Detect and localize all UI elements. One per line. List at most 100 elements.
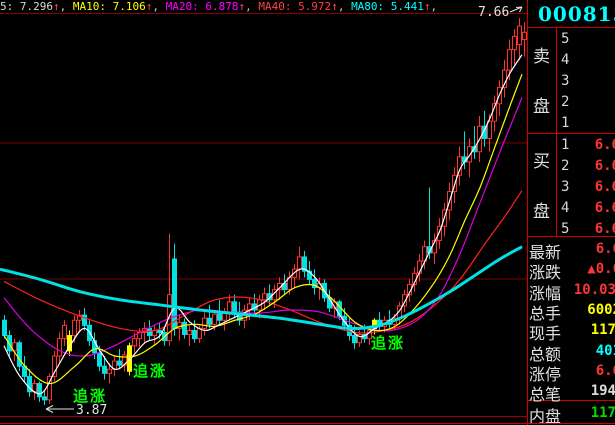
ma40-line: [3, 190, 523, 334]
candle-body: [27, 375, 32, 393]
candle-body: [77, 314, 82, 321]
sell-level-2: 2: [561, 94, 570, 110]
high-price-annotation: 7.66: [478, 5, 510, 20]
sell-pan-label: 卖: [533, 47, 550, 66]
up-arrow-icon: ↑: [145, 0, 153, 13]
divider: [528, 236, 615, 237]
candle-body: [62, 324, 67, 340]
buy-price-1: 6.6: [594, 137, 615, 153]
screen-bottom-border: [0, 423, 615, 424]
candle-body: [2, 319, 7, 337]
buy-level-2: 2: [561, 158, 570, 174]
current-volume-value: 117: [590, 322, 615, 338]
candle-body: [132, 338, 137, 347]
candle-body: [262, 293, 267, 301]
stat-row-total-amount: 总额 401: [528, 340, 615, 364]
stock-code[interactable]: 000815: [538, 2, 615, 26]
divider: [528, 133, 615, 134]
total-trades-value: 194: [590, 383, 615, 399]
candle-body: [17, 342, 22, 367]
candle-body: [232, 301, 237, 313]
divider: [528, 27, 615, 28]
ma5-readout: 5: 7.296: [0, 0, 53, 13]
candle-body: [297, 256, 302, 270]
stat-row-change: 涨跌 ▲0.6: [528, 258, 615, 282]
candle-body: [12, 342, 17, 352]
sell-level-4: 4: [561, 52, 570, 68]
candle-body: [467, 146, 472, 163]
stat-row-total-volume: 总手 6002: [528, 299, 615, 323]
candle-body: [52, 355, 57, 377]
chase-rise-signal-label: 追涨: [371, 335, 406, 352]
candle-body: [42, 396, 47, 401]
sell-level-3: 3: [561, 73, 570, 89]
orderbook-divider: [556, 27, 557, 236]
buy-level-4: 4: [561, 200, 570, 216]
ma10-readout: MA10: 7.106: [72, 0, 146, 13]
candle-body: [302, 256, 307, 272]
candle-body: [507, 49, 512, 71]
ma-header: 5: 7.296↑, MA10: 7.106↑, MA20: 6.878↑, M…: [0, 0, 438, 13]
divider: [528, 400, 615, 401]
sell-level-5: 5: [561, 31, 570, 47]
stat-label: 最新: [529, 245, 562, 262]
stat-row-latest: 最新 6.6: [528, 238, 615, 262]
buy-price-5: 6.6: [594, 221, 615, 237]
candle-body: [97, 352, 102, 367]
candle-body: [487, 120, 492, 139]
candle-body: [312, 278, 317, 289]
candle-body: [37, 383, 42, 398]
buy-level-3: 3: [561, 179, 570, 195]
candle-body: [227, 301, 232, 313]
candle-body: [437, 225, 442, 242]
buy-price-3: 6.6: [594, 179, 615, 195]
candle-body: [352, 335, 357, 344]
stat-label: 内盘: [529, 409, 562, 425]
candle-body: [182, 321, 187, 336]
change-value: ▲0.6: [587, 261, 615, 277]
candle-body: [212, 313, 217, 325]
candle-body: [172, 258, 177, 329]
candle-body: [187, 329, 192, 336]
buy-level-1: 1: [561, 137, 570, 153]
ma20-line: [3, 97, 523, 357]
total-amount-value: 401: [595, 343, 615, 359]
candle-body: [517, 25, 522, 46]
stat-row-limit-up: 涨停 6.6: [528, 360, 615, 384]
chase-rise-signal-label: 追涨: [73, 388, 108, 405]
candle-body: [72, 319, 77, 337]
candle-body: [127, 345, 132, 372]
buy-price-2: 6.6: [594, 158, 615, 174]
ma80-line: [0, 245, 523, 330]
ma10-line: [3, 73, 523, 385]
total-volume-value: 6002: [587, 302, 615, 318]
buy-price-4: 6.6: [594, 200, 615, 216]
stat-label: 涨跌: [529, 265, 562, 282]
stat-label: 总笔: [529, 387, 562, 404]
high-arrow-icon: [509, 6, 523, 13]
candle-body: [522, 31, 527, 40]
stat-label: 总手: [529, 306, 562, 323]
candle-body: [482, 125, 487, 139]
candle-body: [47, 375, 52, 401]
candle-body: [217, 313, 222, 321]
candle-body: [177, 321, 182, 329]
up-arrow-icon: ↑: [331, 0, 338, 13]
candle-body: [57, 338, 62, 357]
candle-body: [207, 317, 212, 325]
buy-pan-label: 盘: [533, 202, 550, 221]
candle-body: [157, 329, 162, 334]
stat-row-total-trades: 总笔 194: [528, 380, 615, 404]
stat-row-change-pct: 涨幅 10.03: [528, 279, 615, 303]
header-divider: [0, 13, 527, 14]
candle-body: [402, 294, 407, 307]
stat-label: 现手: [529, 326, 562, 343]
low-arrowhead-icon: [45, 405, 54, 413]
limit-up-value: 6.6: [595, 363, 615, 379]
candle-body: [192, 329, 197, 340]
stat-row-inner-volume: 内盘 117: [528, 402, 615, 425]
candle-body: [147, 327, 152, 337]
candle-body: [82, 314, 87, 326]
